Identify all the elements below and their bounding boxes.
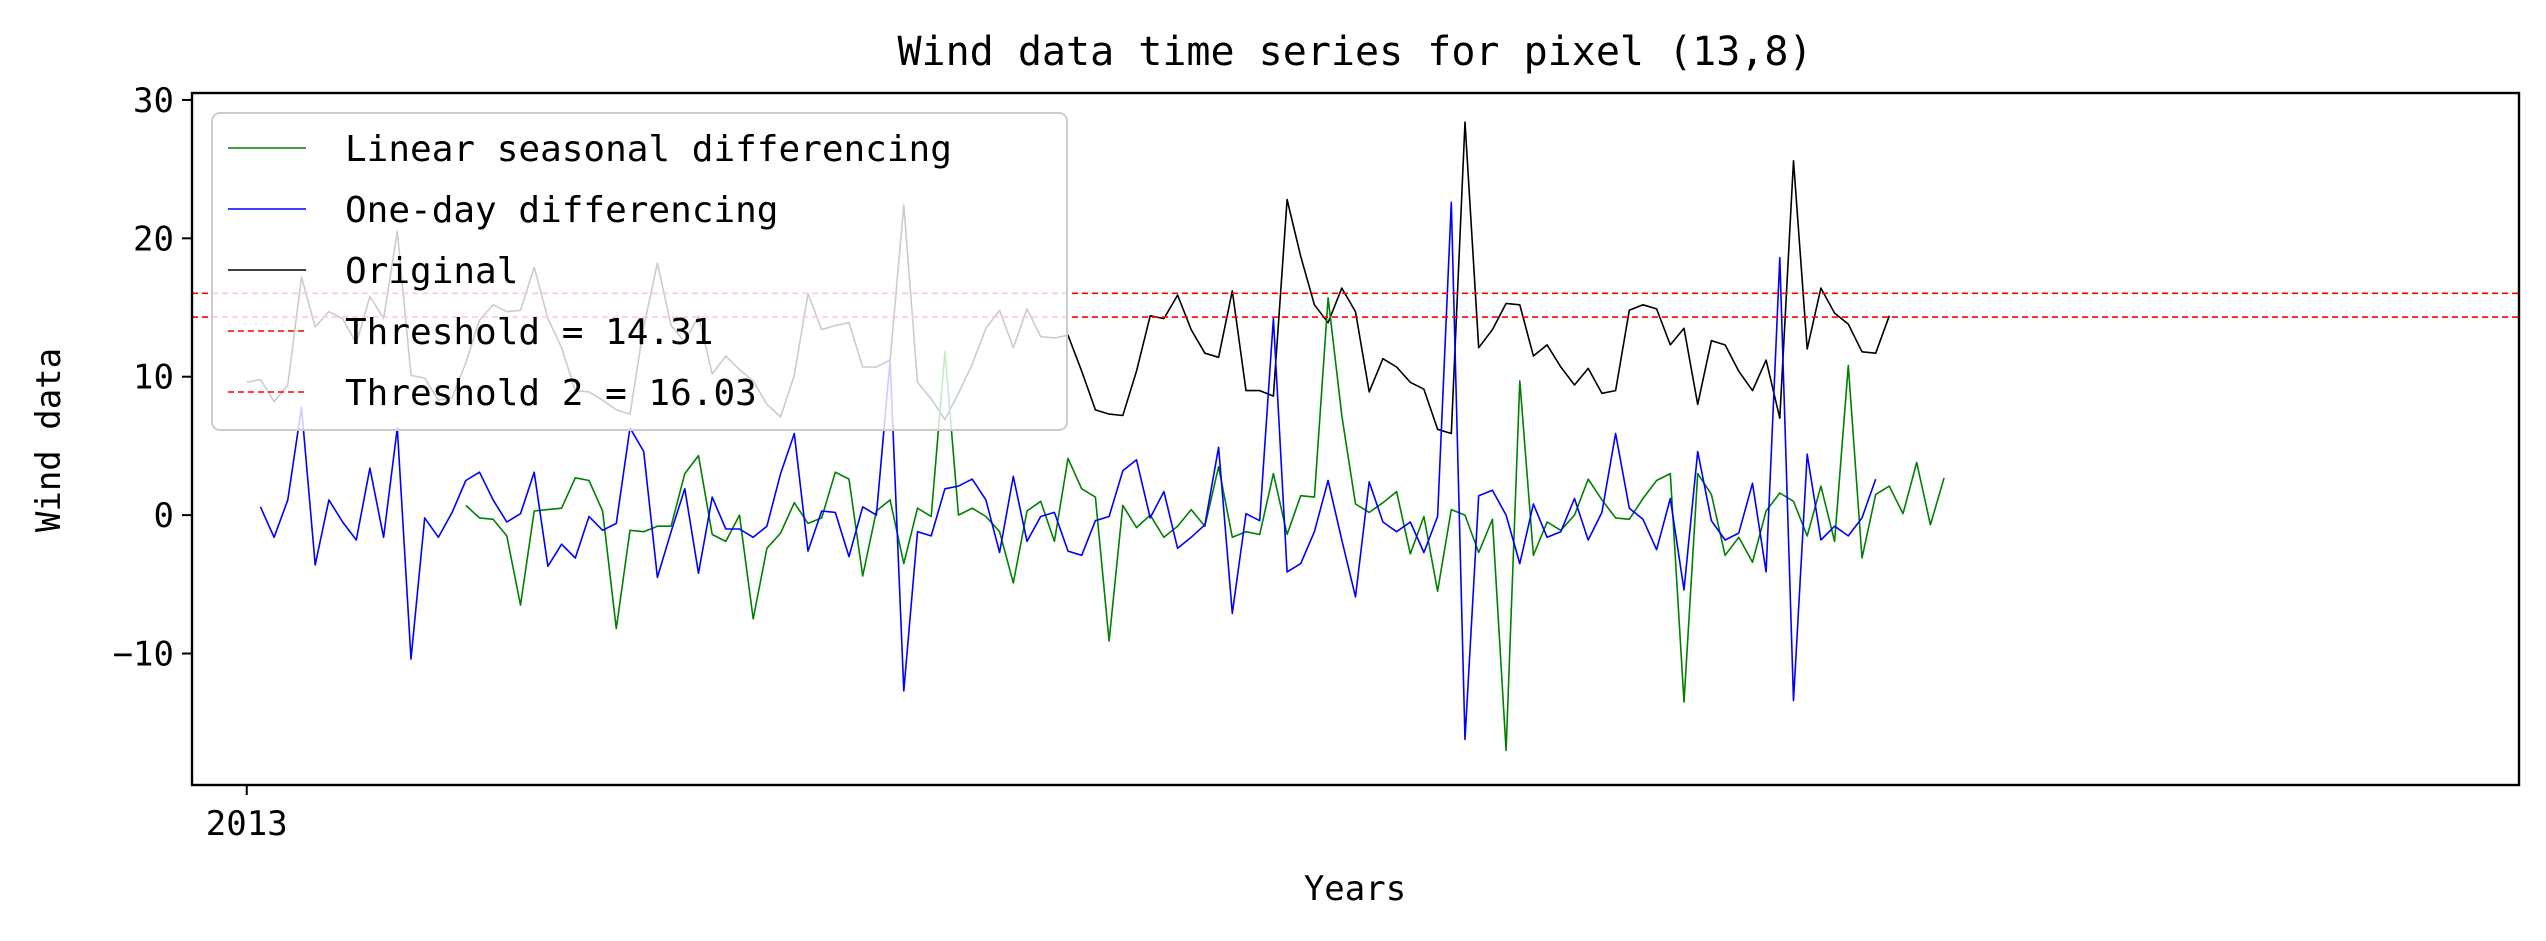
y-axis: −10 0 10 20 30 bbox=[113, 81, 192, 675]
legend-box bbox=[211, 112, 1068, 431]
chart-title: Wind data time series for pixel (13,8) bbox=[897, 29, 1812, 75]
y-tick-label: −10 bbox=[113, 635, 174, 675]
legend-label-0: Linear seasonal differencing bbox=[345, 129, 952, 170]
series-line-1 bbox=[259, 201, 1877, 741]
x-axis-label: Years bbox=[1304, 869, 1406, 909]
plot-frame bbox=[190, 91, 2521, 787]
y-tick-label: 10 bbox=[133, 358, 174, 398]
y-tick-label: 30 bbox=[133, 81, 174, 121]
x-axis: 2013 bbox=[206, 785, 288, 844]
legend-label-3: Threshold = 14.31 bbox=[345, 312, 713, 353]
legend-label-2: Original bbox=[345, 251, 518, 292]
y-axis-label: Wind data bbox=[29, 348, 69, 532]
y-tick-label: 20 bbox=[133, 219, 174, 259]
series-line-0 bbox=[465, 296, 1945, 752]
legend: Linear seasonal differencing One-day diff… bbox=[211, 112, 1068, 431]
legend-label-4: Threshold 2 = 16.03 bbox=[345, 373, 757, 414]
legend-label-1: One-day differencing bbox=[345, 190, 778, 231]
y-tick-label: 0 bbox=[154, 496, 174, 536]
x-tick-label: 2013 bbox=[206, 804, 288, 844]
